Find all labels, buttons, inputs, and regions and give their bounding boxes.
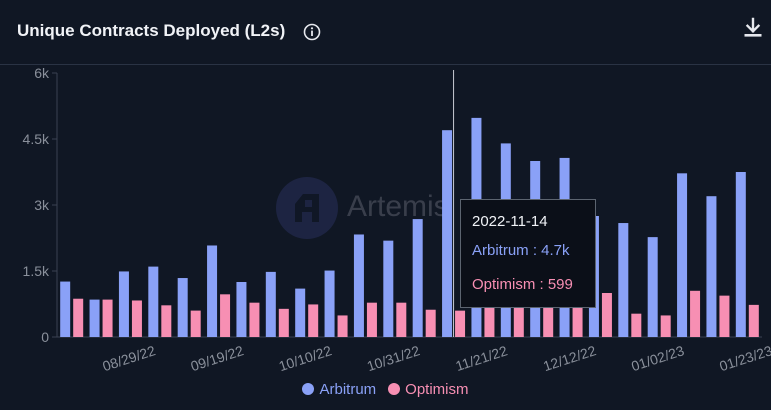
x-tick-label: 01/02/23 — [629, 342, 686, 374]
bar-optimism[interactable] — [484, 301, 495, 337]
legend-item-optimism[interactable]: Optimism — [388, 380, 469, 398]
bar-optimism[interactable] — [131, 300, 142, 337]
download-icon[interactable] — [742, 17, 764, 39]
bar-optimism[interactable] — [572, 301, 583, 337]
legend-item-arbitrum[interactable]: Arbitrum — [302, 381, 376, 398]
bar-optimism[interactable] — [660, 315, 671, 337]
bar-arbitrum[interactable] — [618, 223, 629, 337]
bar-optimism[interactable] — [601, 293, 612, 337]
bar-optimism[interactable] — [396, 302, 407, 337]
info-circle-icon[interactable] — [303, 23, 321, 41]
bar-arbitrum[interactable] — [265, 271, 276, 337]
bar-optimism[interactable] — [748, 304, 759, 337]
bar-arbitrum[interactable] — [295, 288, 306, 337]
chart-header: Unique Contracts Deployed (L2s) — [0, 0, 771, 65]
bar-arbitrum[interactable] — [60, 281, 71, 337]
bar-optimism[interactable] — [719, 295, 730, 337]
bar-arbitrum[interactable] — [412, 219, 423, 337]
y-tick-label: 1.5k — [23, 263, 50, 279]
bar-optimism[interactable] — [249, 302, 260, 337]
bar-arbitrum[interactable] — [735, 172, 746, 337]
x-tick-label: 08/29/22 — [101, 342, 158, 374]
bar-arbitrum[interactable] — [207, 245, 218, 337]
legend-label-optimism: Optimism — [405, 380, 469, 398]
bar-optimism[interactable] — [690, 290, 701, 337]
bar-optimism[interactable] — [455, 310, 466, 337]
watermark-text: Artemis — [347, 190, 449, 223]
bar-optimism[interactable] — [190, 310, 201, 337]
bar-optimism[interactable] — [161, 305, 172, 337]
bar-arbitrum[interactable] — [148, 266, 159, 337]
bar-arbitrum[interactable] — [442, 130, 453, 337]
bar-chart: 0 1.5k 3k 4.5k 6k 08/29/22 09/19/22 10/10/22 10/… — [23, 65, 771, 374]
x-tick-label: 01/23/23 — [717, 342, 771, 374]
bar-arbitrum[interactable] — [647, 237, 658, 337]
x-tick-label: 11/21/22 — [453, 342, 509, 374]
legend-dot-arbitrum — [302, 383, 315, 395]
bar-optimism[interactable] — [631, 313, 642, 337]
x-tick-label: 12/12/22 — [541, 342, 598, 374]
x-tick-label: 10/10/22 — [277, 342, 334, 374]
bar-optimism[interactable] — [220, 294, 231, 337]
tooltip-optimism-row: Optimism : 599 — [472, 276, 573, 293]
y-tick-label: 4.5k — [23, 131, 50, 147]
bar-arbitrum[interactable] — [353, 234, 364, 337]
bar-optimism[interactable] — [513, 302, 524, 337]
bar-optimism[interactable] — [425, 309, 436, 337]
bar-optimism[interactable] — [366, 302, 377, 337]
chart-tooltip: 2022-11-14 Arbitrum : 4.7k Optimism : 59… — [460, 199, 596, 308]
y-tick-label: 6k — [34, 65, 50, 81]
y-tick-label: 0 — [41, 329, 49, 345]
bar-arbitrum[interactable] — [118, 271, 129, 337]
bar-optimism[interactable] — [308, 304, 319, 337]
artemis-watermark: Artemis — [275, 176, 485, 240]
bar-optimism[interactable] — [73, 298, 84, 337]
legend-dot-optimism — [388, 383, 401, 395]
artemis-logo-icon — [276, 177, 338, 239]
bar-optimism[interactable] — [278, 308, 289, 337]
tooltip-arbitrum-row: Arbitrum : 4.7k — [472, 242, 570, 259]
bar-optimism[interactable] — [337, 315, 348, 337]
chart-legend: Arbitrum Optimism — [0, 378, 771, 400]
bar-arbitrum[interactable] — [677, 173, 688, 337]
y-tick-label: 3k — [34, 197, 50, 213]
chart-title: Unique Contracts Deployed (L2s) — [17, 21, 286, 40]
bar-optimism[interactable] — [543, 296, 554, 337]
x-tick-label: 09/19/22 — [189, 342, 246, 374]
bar-arbitrum[interactable] — [177, 278, 188, 337]
bar-arbitrum[interactable] — [706, 196, 717, 337]
bar-arbitrum[interactable] — [236, 282, 247, 337]
bar-arbitrum[interactable] — [89, 299, 100, 337]
tooltip-date: 2022-11-14 — [472, 213, 548, 230]
bar-optimism[interactable] — [102, 299, 113, 337]
x-tick-label: 10/31/22 — [365, 342, 422, 374]
legend-label-arbitrum: Arbitrum — [319, 380, 377, 398]
bar-arbitrum[interactable] — [324, 270, 335, 337]
bar-arbitrum[interactable] — [383, 240, 394, 337]
